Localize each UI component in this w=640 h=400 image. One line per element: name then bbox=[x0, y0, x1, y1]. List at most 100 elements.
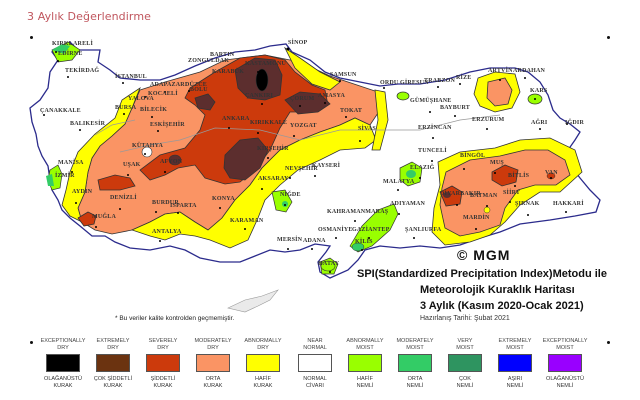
cyprus-outline bbox=[227, 289, 279, 313]
city-label: BİNGÖL bbox=[460, 153, 486, 159]
city-label: HATAY bbox=[318, 261, 340, 267]
regional-boundary bbox=[119, 114, 501, 153]
map-title-line2: Meteorolojik Kuraklık Haritası bbox=[420, 284, 575, 296]
city-label: SİİRT bbox=[503, 190, 521, 196]
city-label: AMASYA bbox=[318, 93, 345, 99]
city-label: KAYSERİ bbox=[312, 163, 341, 169]
legend-swatch bbox=[548, 354, 582, 372]
city-label: ERZİNCAN bbox=[418, 125, 452, 131]
city-label: VAN bbox=[545, 170, 558, 176]
city-label: DÜZCE bbox=[185, 82, 208, 88]
city-label: NİĞDE bbox=[280, 192, 301, 198]
city-label: KIRŞEHİR bbox=[257, 146, 289, 152]
legend-item-abnormally-moist: ABNORMALLY MOIST HAFİF NEMLİ bbox=[346, 338, 384, 389]
region-extremely-dry-kirsehir bbox=[223, 137, 269, 181]
city-label: GİRESUN bbox=[400, 80, 429, 86]
city-label: BURSA bbox=[115, 105, 137, 111]
bullet-dot bbox=[607, 36, 610, 39]
region-near-normal-batman bbox=[483, 206, 491, 214]
city-label: ADIYAMAN bbox=[390, 201, 426, 207]
map-title-block: SPI(Standardized Precipitation Index)Met… bbox=[357, 268, 637, 322]
city-label: DİYARBAKIR bbox=[440, 191, 481, 197]
city-label: UŞAK bbox=[123, 162, 141, 168]
city-label: KONYA bbox=[212, 196, 235, 202]
city-label: KARABÜK bbox=[212, 69, 245, 75]
map-title-line1: SPI(Standardized Precipitation Index)Met… bbox=[357, 268, 607, 280]
city-label: BİTLİS bbox=[508, 173, 530, 179]
city-label: MARDİN bbox=[463, 215, 490, 221]
region-extremely-dry-corum bbox=[284, 91, 331, 115]
legend-item-very-moist: VERY MOIST ÇOK NEMLİ bbox=[440, 338, 490, 389]
city-label: KIRKLARELİ bbox=[52, 41, 94, 47]
region-abnormally-moist-antalya bbox=[320, 260, 336, 272]
legend-item-moderately-dry: MODERATELY DRY ORTA KURAK bbox=[194, 338, 232, 389]
city-label: KÜTAHYA bbox=[132, 143, 164, 149]
legend-swatch bbox=[448, 354, 482, 372]
legend-swatch bbox=[96, 354, 130, 372]
city-label: BURDUR bbox=[152, 200, 179, 206]
city-label: BARTIN bbox=[210, 52, 235, 58]
region-extremely-dry-diyarbakir bbox=[443, 192, 451, 198]
city-label: RİZE bbox=[456, 75, 472, 81]
city-label: KİLİS bbox=[355, 239, 373, 245]
legend-swatch bbox=[298, 354, 332, 372]
turkey-map-svg bbox=[29, 41, 601, 313]
city-label: BALIKESİR bbox=[70, 121, 106, 127]
city-label: SİVAS bbox=[358, 126, 376, 132]
city-label: YALOVA bbox=[128, 96, 154, 102]
city-label: TOKAT bbox=[340, 108, 363, 114]
city-label: ADANA bbox=[303, 238, 326, 244]
legend-item-near-normal: NEAR NORMAL NORMAL CİVARI bbox=[290, 338, 340, 389]
city-label: ÇANKIRI bbox=[245, 93, 274, 99]
bullet-dot bbox=[30, 36, 33, 39]
region-moderately-dry-east bbox=[439, 149, 571, 237]
city-label: GAZİANTEP bbox=[352, 227, 390, 233]
city-label: AFYON bbox=[160, 159, 183, 165]
city-label: BOLU bbox=[190, 87, 208, 93]
city-label: ADAPAZARI bbox=[150, 82, 188, 88]
legend-swatch bbox=[498, 354, 532, 372]
data-quality-note: * Bu veriler kalite kontrolden geçmemişt… bbox=[115, 315, 235, 322]
city-label: BAYBURT bbox=[440, 105, 470, 111]
legend-swatch bbox=[348, 354, 382, 372]
region-abnormally-moist-nigde bbox=[271, 189, 293, 213]
region-abnormally-moist-giresun bbox=[396, 91, 410, 101]
city-label: BATMAN bbox=[470, 193, 498, 199]
city-label: İZMİR bbox=[55, 173, 75, 179]
region-severely-dry-mugla bbox=[77, 211, 97, 227]
city-label: ÇORUM bbox=[290, 96, 315, 102]
city-label: TRABZON bbox=[424, 78, 456, 84]
region-severely-dry-mus bbox=[491, 164, 519, 187]
city-label: NEVŞEHİR bbox=[285, 166, 318, 172]
city-label: ARDAHAN bbox=[513, 68, 546, 74]
region-abnormally-dry-north-coast bbox=[283, 46, 341, 91]
city-label: ISPARTA bbox=[170, 203, 197, 209]
city-label: BİLECİK bbox=[140, 107, 168, 113]
city-label: SİNOP bbox=[288, 40, 308, 46]
legend-item-moderately-moist: MODERATELY MOIST ORTA NEMLİ bbox=[396, 338, 434, 389]
region-abnormally-dry-ordu bbox=[371, 89, 389, 151]
city-label: DENİZLİ bbox=[110, 195, 137, 201]
region-extremely-dry-afyon bbox=[168, 154, 182, 166]
city-label: KASTAMONU bbox=[245, 61, 287, 67]
city-label: MUŞ bbox=[490, 160, 504, 166]
legend-item-exceptionally-moist: EXCEPTIONALLY MOIST OLAĞANÜSTÜ NEMLİ bbox=[542, 338, 588, 389]
region-exceptionally-dry-kastamonu bbox=[255, 68, 269, 92]
region-extremely-dry-bolu bbox=[194, 93, 216, 111]
city-label: KIRIKKALE bbox=[250, 120, 288, 126]
city-label: OSMANİYE bbox=[318, 227, 353, 233]
city-label: KAHRAMANMARAŞ bbox=[327, 209, 389, 215]
city-label: AKSARAY bbox=[258, 176, 289, 182]
city-label: YOZGAT bbox=[290, 123, 317, 129]
city-label: ELAZIĞ bbox=[410, 165, 435, 171]
city-label: KOCAELİ bbox=[148, 91, 178, 97]
legend-item-extremely-dry: EXTREMELY DRY ÇOK ŞİDDETLİ KURAK bbox=[93, 338, 133, 389]
region-moderately-moist-izmir bbox=[46, 174, 54, 186]
city-label: ESKİŞEHİR bbox=[150, 122, 185, 128]
city-label: GÜMÜŞHANE bbox=[410, 98, 452, 104]
map-title-line3: 3 Aylık (Kasım 2020-Ocak 2021) bbox=[420, 300, 584, 312]
city-label: MERSİN bbox=[277, 237, 303, 243]
legend-swatch bbox=[146, 354, 180, 372]
city-label: ANTALYA bbox=[152, 229, 182, 235]
legend-swatch bbox=[196, 354, 230, 372]
